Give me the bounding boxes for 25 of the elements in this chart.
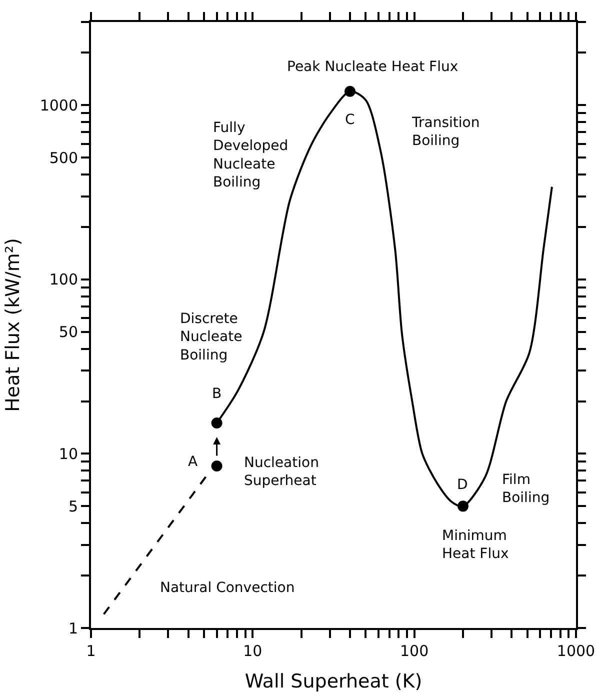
x-tick-label: 100 <box>400 642 429 660</box>
annotation: Fully Developed Nucleate Boiling <box>213 120 288 191</box>
annotation: Minimum Heat Flux <box>442 528 509 562</box>
y-tick-label: 1 <box>68 619 78 638</box>
y-tick-label: 500 <box>49 148 78 167</box>
annotation: B <box>212 386 222 402</box>
annotation: D <box>457 477 468 493</box>
y-tick-label: 10 <box>58 444 78 463</box>
x-tick-label: 1 <box>86 642 96 660</box>
x-tick-label: 10 <box>243 642 262 660</box>
y-tick-label: 1000 <box>40 96 78 114</box>
annotation: Film Boiling <box>502 472 550 506</box>
annotation: Peak Nucleate Heat Flux <box>287 59 458 75</box>
y-axis-title: Heat Flux (kW/m²) <box>2 238 24 412</box>
annotation: Nucleation Superheat <box>244 455 319 490</box>
annotation: C <box>345 112 355 128</box>
annotation: Natural Convection <box>160 580 295 596</box>
annotation: A <box>188 454 198 470</box>
x-tick-label: 1000 <box>556 642 596 660</box>
y-tick-label: 100 <box>49 270 78 289</box>
y-tick-label: 50 <box>58 323 78 342</box>
y-tick-label: 5 <box>68 497 78 516</box>
annotation: Transition Boiling <box>411 115 480 150</box>
annotation: Discrete Nucleate Boiling <box>180 311 242 364</box>
x-axis-title: Wall Superheat (K) <box>244 670 422 692</box>
